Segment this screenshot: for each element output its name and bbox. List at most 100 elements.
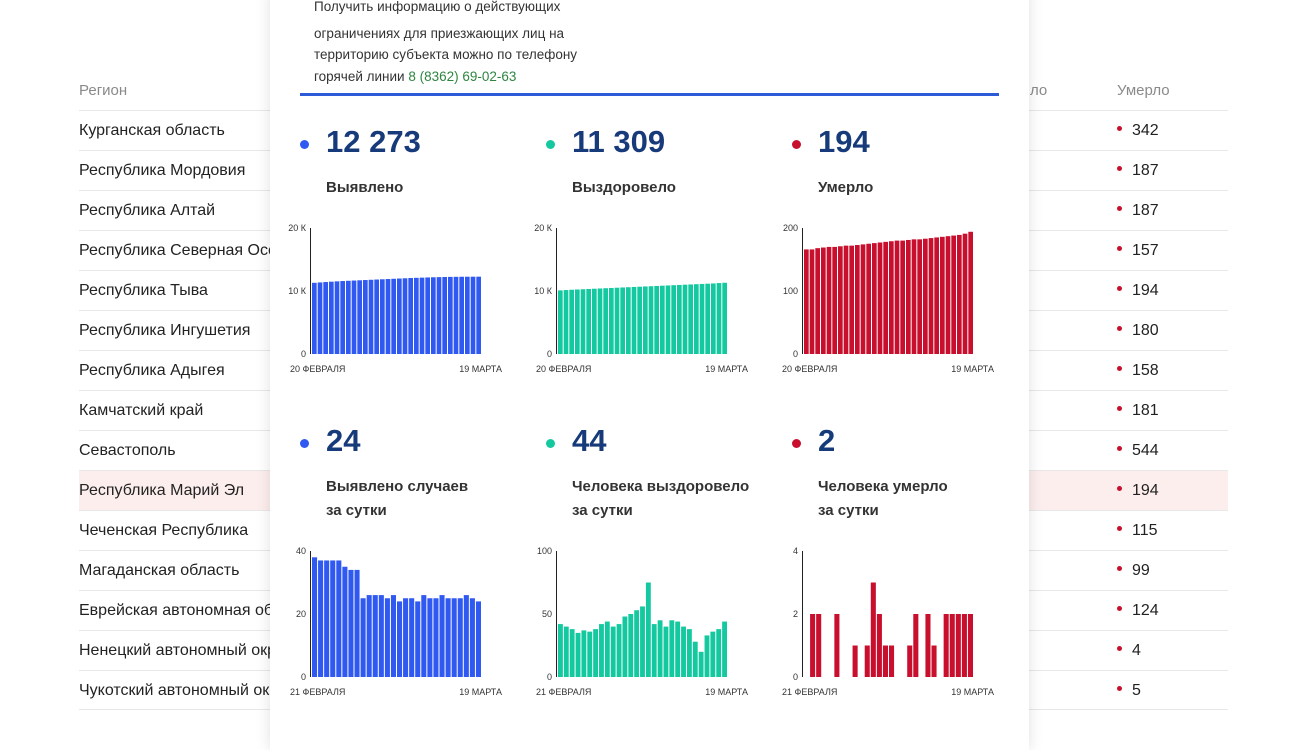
chart-bar	[312, 282, 317, 354]
blue-dot-icon	[300, 439, 309, 448]
header-region: Регион	[79, 82, 128, 99]
stat-label-line2: за сутки	[818, 502, 879, 519]
chart-bar	[317, 282, 323, 354]
chart-bar	[654, 285, 659, 354]
chart-bar	[832, 246, 837, 354]
dead-count: 194	[1117, 282, 1159, 300]
region-name: Камчатский край	[79, 402, 204, 419]
chart-bar	[889, 241, 894, 354]
chart-bar	[860, 244, 866, 354]
chart-bar	[864, 645, 870, 677]
chart-bar	[669, 620, 675, 677]
stat-label-line1: Выздоровело	[572, 179, 676, 196]
chart-bar	[569, 289, 574, 354]
red-dot-icon	[1117, 286, 1122, 292]
hotline-phone-link[interactable]: 8 (8362) 69-02-63	[408, 69, 517, 84]
chart-bar	[312, 557, 318, 677]
chart-bar	[838, 246, 843, 354]
dead-value: 194	[1132, 282, 1159, 299]
chart-bar	[469, 598, 475, 677]
dead-count: 124	[1117, 602, 1159, 620]
chart-bar	[323, 282, 328, 354]
dead-value: 158	[1132, 362, 1159, 379]
chart-bar	[324, 560, 330, 677]
dead-count: 158	[1117, 362, 1159, 380]
chart-bar	[451, 598, 457, 677]
y-tick-label: 2	[793, 609, 798, 619]
stat-label-line1: Умерло	[818, 179, 874, 196]
y-tick-label: 0	[793, 672, 798, 682]
chart-bar	[599, 624, 604, 677]
dead-count: 187	[1117, 162, 1159, 180]
chart-bar	[374, 279, 379, 354]
info-line-top: Получить информацию о действующих	[314, 0, 561, 14]
stat-label-line1: Выявлено случаев	[326, 478, 469, 495]
chart-bar	[710, 631, 716, 677]
dead-value: 5	[1132, 682, 1141, 699]
chart-bar	[826, 246, 832, 354]
chart-bar	[580, 289, 586, 354]
chart-bar	[705, 283, 710, 354]
stat-label: Человека умерло за сутки	[818, 475, 1018, 523]
chart-bar	[917, 239, 922, 354]
stat-label: Выявлено случаев за сутки	[326, 475, 526, 523]
stat-label-line1: Выявлено	[326, 179, 404, 196]
y-tick-label: 10 К	[534, 286, 553, 296]
chart-bar	[558, 290, 563, 354]
chart-bar	[558, 624, 563, 677]
green-dot-icon	[546, 140, 555, 149]
chart-bar	[622, 616, 628, 677]
chart-bar	[849, 245, 854, 354]
chart-bar	[329, 281, 334, 354]
chart-bar	[967, 614, 973, 677]
chart-bar	[634, 610, 640, 677]
stat-card: 44 Человека выздоровело за сутки 100 50 0 21 Ф…	[516, 415, 749, 705]
stat-chart: 20 К 10 К 0 20 ФЕВРАЛЯ 19 МАРТА	[288, 223, 502, 374]
red-dot-icon	[1117, 526, 1122, 532]
region-name: Республика Адыгея	[79, 362, 225, 379]
stat-label-line1: Человека выздоровело	[572, 478, 750, 495]
y-tick-label: 100	[537, 546, 552, 556]
dead-value: 194	[1132, 482, 1159, 499]
chart-bar	[834, 614, 840, 677]
chart-bar	[397, 601, 403, 677]
chart-bar	[357, 280, 362, 354]
dead-value: 187	[1132, 162, 1159, 179]
chart-bar	[378, 595, 384, 677]
info-line-2: территорию субъекта можно по телефону	[314, 47, 578, 62]
chart-bar	[433, 598, 439, 677]
chart-bar	[476, 276, 481, 354]
stat-chart: 20 К 10 К 0 20 ФЕВРАЛЯ 19 МАРТА	[534, 223, 748, 374]
stat-card: 2 Человека умерло за сутки 4 2 0 21 ФЕВРАЛЯ 19 …	[762, 415, 994, 705]
chart-bar	[453, 276, 459, 354]
chart-bar	[403, 598, 409, 677]
chart-bar	[614, 287, 620, 354]
dead-count: 187	[1117, 202, 1159, 220]
y-tick-label: 200	[783, 223, 798, 233]
x-tick-label: 19 МАРТА	[951, 687, 994, 697]
chart-bar	[368, 279, 374, 354]
chart-bar	[940, 236, 945, 354]
region-name: Чеченская Республика	[79, 522, 249, 539]
dead-count: 99	[1117, 562, 1150, 580]
chart-bar	[427, 598, 433, 677]
chart-bar	[603, 288, 608, 354]
chart-bar	[330, 560, 336, 677]
y-tick-label: 20	[296, 609, 306, 619]
chart-bar	[900, 240, 905, 354]
chart-bar	[809, 249, 815, 354]
red-dot-icon	[1117, 366, 1122, 372]
y-tick-label: 100	[783, 286, 798, 296]
green-dot-icon	[546, 439, 555, 448]
chart-bar	[351, 280, 357, 354]
chart-bar	[943, 614, 949, 677]
stat-label: Человека выздоровело за сутки	[572, 475, 772, 523]
chart-bar	[699, 283, 705, 354]
red-dot-icon	[792, 439, 801, 448]
chart-bar	[597, 288, 603, 354]
dead-value: 115	[1132, 522, 1158, 539]
chart-bar	[475, 601, 481, 677]
chart-bar	[722, 621, 727, 677]
stat-card: 12 273 Выявлено 20 К 10 К 0 20 ФЕВРАЛЯ 19 МАРТ…	[270, 116, 502, 406]
chart-bar	[852, 645, 858, 677]
